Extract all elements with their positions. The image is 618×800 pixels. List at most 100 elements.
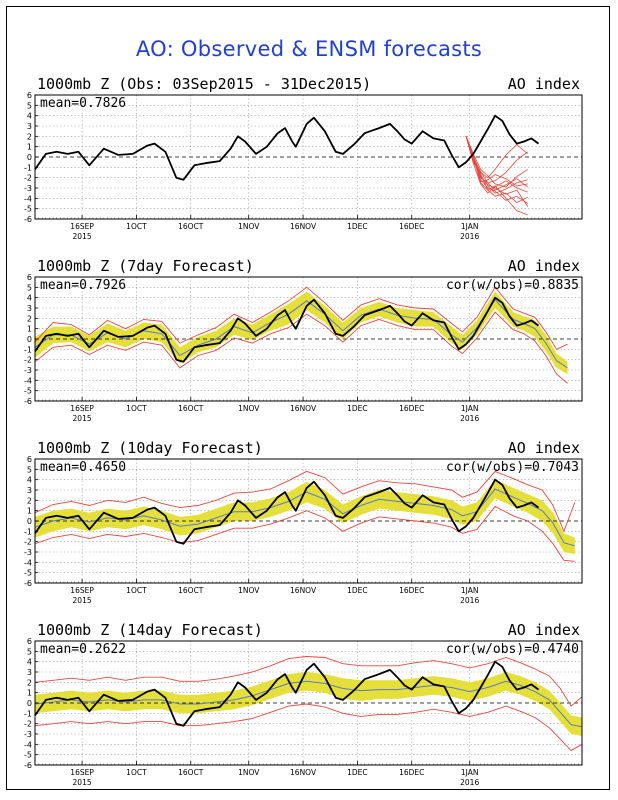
y-tick-label: 4 bbox=[27, 476, 32, 485]
y-tick-label: -5 bbox=[24, 751, 32, 760]
figure-frame bbox=[6, 6, 610, 790]
y-tick-label: 3 bbox=[27, 668, 32, 677]
y-tick-label: 6 bbox=[27, 637, 32, 646]
mean-stat: mean=0.7826 bbox=[40, 96, 126, 111]
mean-stat: mean=0.7926 bbox=[40, 278, 126, 293]
x-tick-label: 16SEP bbox=[70, 404, 94, 413]
y-tick-label: -6 bbox=[24, 215, 32, 224]
panel-title: 1000mb Z (10day Forecast) bbox=[37, 439, 263, 457]
y-tick-label: -5 bbox=[24, 205, 32, 214]
y-tick-label: 5 bbox=[27, 465, 32, 474]
x-tick-label: 1JAN bbox=[461, 222, 479, 231]
y-tick-label: -6 bbox=[24, 397, 32, 406]
x-tick-label: 1JAN bbox=[461, 404, 479, 413]
x-tick-label: 16SEP bbox=[70, 222, 94, 231]
x-tick-label: 1OCT bbox=[126, 404, 147, 413]
y-tick-label: -3 bbox=[24, 184, 32, 193]
x-tick-label: 16NOV bbox=[290, 768, 317, 777]
y-tick-label: 3 bbox=[27, 122, 32, 131]
y-tick-label: 2 bbox=[27, 678, 32, 687]
lower-envelope-line bbox=[34, 311, 568, 384]
x-tick-label: 1DEC bbox=[347, 222, 368, 231]
ensemble-mean-line bbox=[34, 680, 583, 728]
y-tick-label: -1 bbox=[24, 163, 32, 172]
x-tick-label: 1OCT bbox=[126, 586, 147, 595]
upper-envelope-line bbox=[34, 286, 568, 350]
y-tick-label: -2 bbox=[24, 174, 32, 183]
index-label: AO index bbox=[508, 621, 580, 639]
observed-line bbox=[34, 296, 540, 363]
x-tick-label: 16OCT bbox=[178, 222, 204, 231]
x-tick-label: 1JAN bbox=[461, 586, 479, 595]
x-tick-label: 1DEC bbox=[347, 404, 368, 413]
y-tick-label: 0 bbox=[27, 335, 32, 344]
x-tick-year: 2016 bbox=[460, 778, 479, 787]
ensemble-member-line bbox=[465, 136, 528, 194]
x-tick-label: 16NOV bbox=[290, 404, 317, 413]
correlation-stat: cor(w/obs)=0.8835 bbox=[446, 278, 579, 293]
x-tick-label: 16DEC bbox=[399, 586, 424, 595]
y-tick-label: -5 bbox=[24, 569, 32, 578]
y-tick-label: -2 bbox=[24, 538, 32, 547]
upper-envelope-line bbox=[34, 470, 576, 533]
observed-line bbox=[34, 478, 540, 545]
mean-stat: mean=0.4650 bbox=[40, 460, 126, 475]
ensemble-member-line bbox=[465, 136, 528, 188]
y-tick-label: 2 bbox=[27, 314, 32, 323]
lower-envelope-line bbox=[34, 703, 583, 752]
correlation-stat: cor(w/obs)=0.7043 bbox=[446, 460, 579, 475]
correlation-stat: cor(w/obs)=0.4740 bbox=[446, 642, 579, 657]
y-tick-label: 5 bbox=[27, 647, 32, 656]
observed-line bbox=[34, 114, 540, 181]
y-tick-label: -2 bbox=[24, 720, 32, 729]
x-tick-year: 2016 bbox=[460, 596, 479, 605]
y-tick-label: 5 bbox=[27, 283, 32, 292]
ensemble-member-line bbox=[465, 136, 528, 191]
y-tick-label: -1 bbox=[24, 345, 32, 354]
y-tick-label: 6 bbox=[27, 91, 32, 100]
x-tick-label: 1NOV bbox=[238, 768, 260, 777]
y-tick-label: -4 bbox=[24, 376, 32, 385]
y-tick-label: -6 bbox=[24, 579, 32, 588]
y-tick-label: -2 bbox=[24, 356, 32, 365]
y-tick-label: 3 bbox=[27, 304, 32, 313]
y-tick-label: 1 bbox=[27, 507, 32, 516]
x-tick-label: 1JAN bbox=[461, 768, 479, 777]
index-label: AO index bbox=[508, 257, 580, 275]
y-tick-label: -4 bbox=[24, 194, 32, 203]
panel-10day-forecast: 1000mb Z (10day Forecast) AO index 65 432 10… bbox=[24, 439, 583, 605]
index-label: AO index bbox=[508, 75, 580, 93]
mean-stat: mean=0.2622 bbox=[40, 642, 126, 657]
x-tick-label: 16DEC bbox=[399, 404, 424, 413]
y-tick-label: 3 bbox=[27, 486, 32, 495]
x-tick-label: 1NOV bbox=[238, 586, 260, 595]
x-tick-label: 16OCT bbox=[178, 768, 204, 777]
x-tick-label: 1DEC bbox=[347, 768, 368, 777]
observed-line bbox=[34, 660, 540, 727]
y-tick-label: 0 bbox=[27, 699, 32, 708]
x-tick-year: 2015 bbox=[73, 414, 92, 423]
y-tick-label: 6 bbox=[27, 455, 32, 464]
y-tick-label: -4 bbox=[24, 740, 32, 749]
index-label: AO index bbox=[508, 439, 580, 457]
y-tick-label: 1 bbox=[27, 143, 32, 152]
x-tick-label: 16OCT bbox=[178, 404, 204, 413]
x-tick-year: 2015 bbox=[73, 596, 92, 605]
spread-band bbox=[35, 479, 575, 555]
x-tick-year: 2015 bbox=[73, 232, 92, 241]
x-tick-label: 16OCT bbox=[178, 586, 204, 595]
y-tick-label: 4 bbox=[27, 112, 32, 121]
y-tick-label: -5 bbox=[24, 387, 32, 396]
x-tick-label: 1NOV bbox=[238, 222, 260, 231]
spread-band bbox=[35, 291, 568, 375]
y-tick-label: -1 bbox=[24, 709, 32, 718]
y-tick-label: 0 bbox=[27, 517, 32, 526]
y-tick-label: 4 bbox=[27, 658, 32, 667]
y-tick-label: -6 bbox=[24, 761, 32, 770]
x-tick-label: 1NOV bbox=[238, 404, 260, 413]
y-tick-label: 1 bbox=[27, 689, 32, 698]
y-tick-label: -3 bbox=[24, 366, 32, 375]
y-tick-label: -3 bbox=[24, 548, 32, 557]
upper-envelope-line bbox=[34, 656, 583, 707]
panel-title: 1000mb Z (7day Forecast) bbox=[37, 257, 254, 275]
